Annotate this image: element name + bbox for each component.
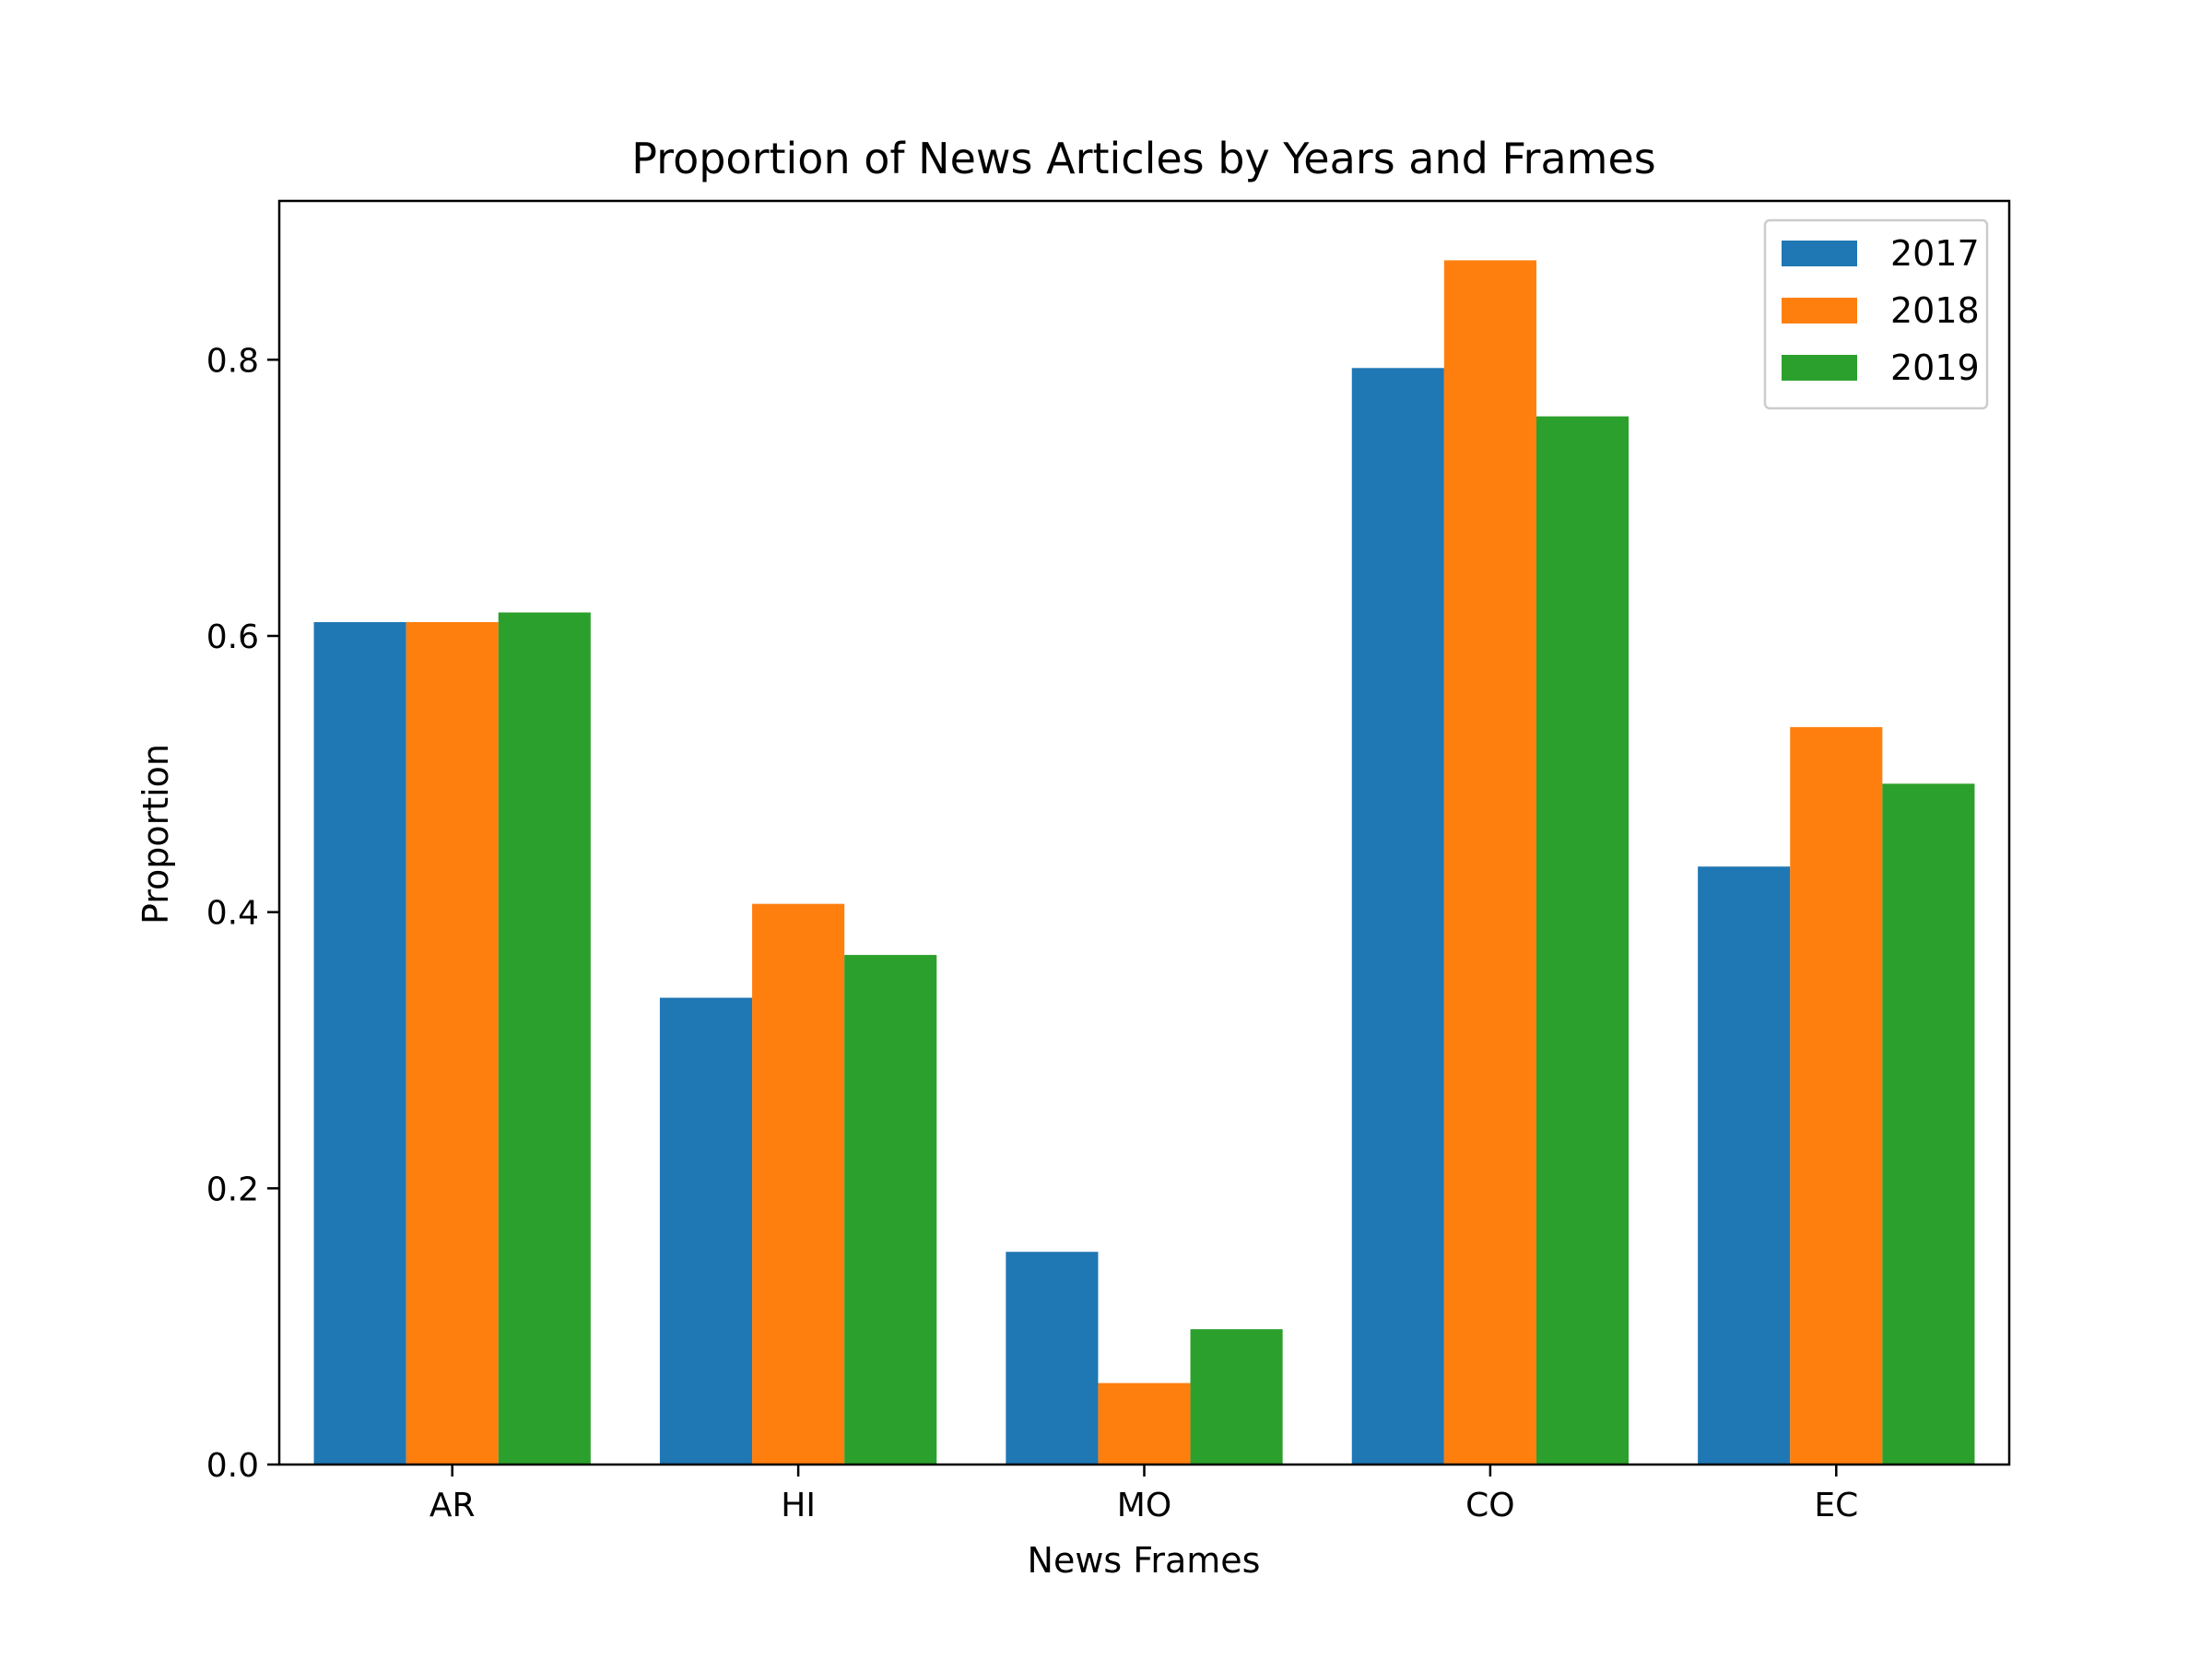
bar-2019-CO — [1535, 416, 1630, 1465]
x-axis-label: News Frames — [1028, 1540, 1261, 1581]
x-tick-label: CO — [1465, 1487, 1514, 1524]
y-tick-label: 0.2 — [206, 1171, 259, 1208]
legend-label-2017: 2017 — [1890, 233, 1980, 274]
bar-2017-CO — [1351, 368, 1444, 1465]
bar-2019-AR — [498, 612, 591, 1465]
legend: 2017 2018 2019 — [1763, 218, 1989, 410]
bars-group — [313, 260, 1975, 1465]
bar-2018-EC — [1790, 726, 1883, 1465]
legend-swatch-2017 — [1782, 241, 1857, 266]
y-tick-label: 0.6 — [206, 618, 259, 656]
y-tick-label: 0.4 — [206, 895, 259, 933]
y-axis-label: Proportion — [135, 744, 176, 924]
y-tick-label: 0.8 — [206, 342, 259, 380]
x-tick-label: HI — [781, 1487, 816, 1524]
x-tick-label: MO — [1117, 1487, 1171, 1524]
y-tick-label: 0.0 — [206, 1447, 259, 1485]
bar-2017-AR — [313, 622, 406, 1465]
x-tick-label: EC — [1814, 1487, 1858, 1524]
bar-2018-HI — [752, 903, 845, 1465]
chart-title: Proportion of News Articles by Years and… — [631, 134, 1655, 183]
bar-2017-MO — [1006, 1252, 1099, 1465]
legend-label-2019: 2019 — [1890, 347, 1980, 388]
bar-2018-MO — [1098, 1382, 1191, 1465]
axes-group: 0.0 0.2 0.4 0.6 0.8 AR HI MO CO EC — [206, 199, 2011, 1524]
legend-swatch-2018 — [1782, 298, 1857, 324]
bar-2018-AR — [406, 622, 499, 1465]
bar-2017-EC — [1698, 866, 1791, 1465]
bar-2019-EC — [1882, 783, 1975, 1465]
bar-2018-CO — [1443, 260, 1536, 1465]
legend-label-2018: 2018 — [1890, 290, 1980, 331]
legend-swatch-2019 — [1782, 355, 1857, 381]
bar-2019-MO — [1190, 1329, 1283, 1465]
bar-2017-HI — [659, 997, 753, 1465]
x-tick-label: AR — [429, 1487, 476, 1524]
bar-2019-HI — [844, 955, 937, 1465]
